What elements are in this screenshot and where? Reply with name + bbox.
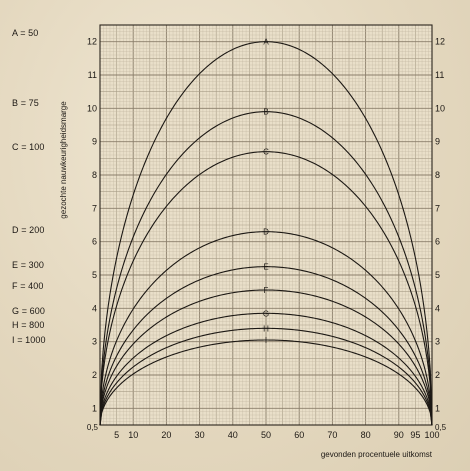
series-b-label: B <box>263 108 268 117</box>
chart-curve-labels: A B C D E F GHI <box>263 38 269 345</box>
x-axis-title: gevonden procentuele uitkomst <box>321 450 433 459</box>
x-tick-label: 70 <box>327 430 337 440</box>
series-g-label: G <box>263 309 269 318</box>
y-tick-label-right: 2 <box>435 370 440 380</box>
legend-item-c: C = 100 <box>12 142 45 152</box>
y-tick-label-right: 5 <box>435 270 440 280</box>
series-d-line <box>99 231 433 426</box>
y-tick-label-right: 9 <box>435 137 440 147</box>
x-tick-label: 20 <box>161 430 171 440</box>
y-tick-label-right: 4 <box>435 303 440 313</box>
sample-size-legend: A = 50 B = 75 C = 100 D = 200 E = 300 F … <box>0 0 80 471</box>
series-h-line <box>99 327 433 426</box>
y-tick-label-right: 1 <box>435 403 440 413</box>
legend-item-e: E = 300 <box>12 260 44 270</box>
y-tick-label-left: 8 <box>92 170 97 180</box>
y-tick-label-left: 4 <box>92 303 97 313</box>
x-tick-label: 5 <box>114 430 119 440</box>
y-tick-label-right: 3 <box>435 337 440 347</box>
series-f-line <box>99 289 433 426</box>
series-d-label: D <box>263 228 269 237</box>
chart-grid <box>99 24 433 426</box>
y-tick-label-left: 1 <box>92 403 97 413</box>
x-tick-label: 95 <box>410 430 420 440</box>
y-tick-label-left: 2 <box>92 370 97 380</box>
series-f-label: F <box>264 286 269 295</box>
series-c-line <box>99 151 433 426</box>
x-tick-label: 50 <box>261 430 271 440</box>
series-g-line <box>99 312 433 426</box>
legend-item-f: F = 400 <box>12 281 44 291</box>
y-tick-label-left: 3 <box>92 337 97 347</box>
y-tick-label-right: 8 <box>435 170 440 180</box>
x-tick-label: 10 <box>128 430 138 440</box>
y-tick-label-right: 7 <box>435 203 440 213</box>
series-a-line <box>99 41 433 426</box>
legend-item-g: G = 600 <box>12 306 45 316</box>
series-b-line <box>99 111 433 426</box>
series-c-label: C <box>263 148 269 157</box>
y-tick-label-left: 5 <box>92 270 97 280</box>
legend-item-i: I = 1000 <box>12 335 46 345</box>
x-tick-label: 30 <box>195 430 205 440</box>
legend-item-h: H = 800 <box>12 320 45 330</box>
y-tick-label-right: 11 <box>435 70 444 80</box>
series-e-line <box>99 266 433 426</box>
legend-item-d: D = 200 <box>12 225 45 235</box>
series-e-label: E <box>263 263 268 272</box>
legend-item-a: A = 50 <box>12 28 39 38</box>
y-tick-label-left: 9 <box>92 137 97 147</box>
series-a-label: A <box>263 38 269 47</box>
y-tick-label-left: 12 <box>87 37 97 47</box>
series-i-line <box>99 339 433 426</box>
x-tick-label: 90 <box>394 430 404 440</box>
series-i-label: I <box>265 336 267 345</box>
x-tick-label: 100 <box>424 430 439 440</box>
y-tick-label-right: 10 <box>435 103 445 113</box>
plot-frame <box>99 24 433 426</box>
chart-tick-labels: 5 10 20 30 40 50 60 70 80 90 95 1000,5 0,51 12 23 34 45 5… <box>87 37 447 440</box>
x-tick-label: 80 <box>361 430 371 440</box>
x-tick-label: 40 <box>228 430 238 440</box>
y-axis-title: gezochte nauwkeurigheidsmarge <box>59 101 68 219</box>
y-tick-label-right: 12 <box>435 37 445 47</box>
chart-curves <box>99 41 433 426</box>
series-h-label: H <box>263 324 269 333</box>
y-tick-label-right: 0,5 <box>435 423 447 432</box>
y-tick-label-left: 10 <box>87 103 97 113</box>
y-tick-label-left: 0,5 <box>87 423 99 432</box>
y-tick-label-left: 6 <box>92 237 97 247</box>
y-tick-label-left: 7 <box>92 203 97 213</box>
legend-item-b: B = 75 <box>12 98 39 108</box>
y-tick-label-right: 6 <box>435 237 440 247</box>
y-tick-label-left: 11 <box>88 70 97 80</box>
x-tick-label: 60 <box>294 430 304 440</box>
